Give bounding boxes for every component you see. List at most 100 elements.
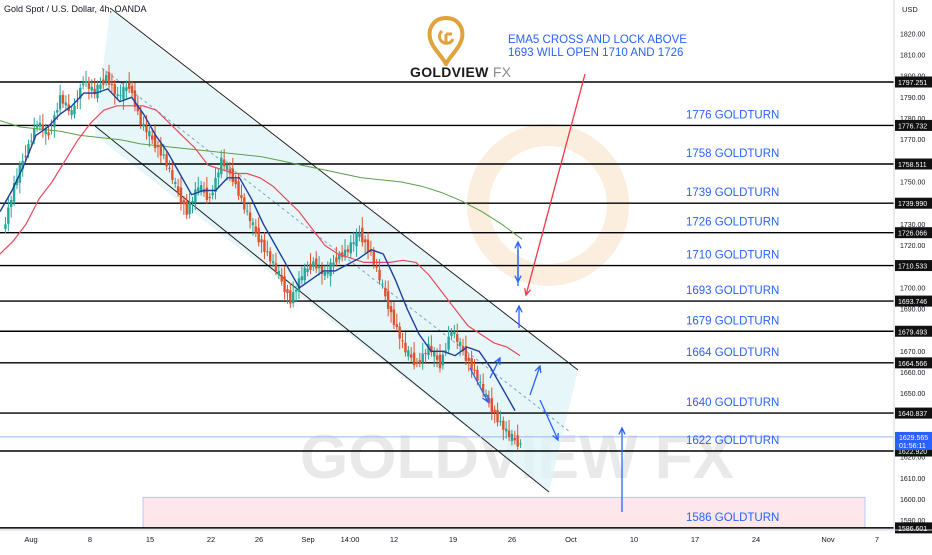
candle (251, 222, 255, 226)
candle (447, 336, 450, 350)
candle (369, 251, 373, 253)
candle (366, 239, 370, 252)
candle (208, 197, 211, 199)
time-tick: 22 (207, 535, 215, 544)
time-tick: 8 (88, 535, 92, 544)
candle (12, 183, 16, 202)
ema-slow-line (0, 120, 523, 240)
candle (297, 278, 301, 292)
candle (176, 186, 180, 193)
candle (504, 428, 508, 432)
level-price-tag (895, 522, 932, 534)
candle (64, 102, 68, 106)
watermark-logo-icon (467, 124, 629, 286)
level-price-tag (895, 227, 932, 239)
candle (519, 443, 522, 445)
candle (303, 267, 306, 281)
price-tick: 1720.00 (900, 243, 925, 250)
candle (375, 266, 378, 268)
projection-arrow-up-head (618, 426, 626, 435)
ema-fast-line (0, 88, 516, 411)
candle (355, 232, 358, 247)
candle (139, 110, 142, 125)
price-tick: 1660.00 (900, 370, 925, 377)
price-tick: 1670.00 (900, 349, 925, 356)
candle (349, 242, 352, 254)
candle (458, 341, 462, 346)
candle (153, 134, 157, 149)
candle (260, 239, 263, 243)
candle (392, 309, 396, 325)
level-price-label: 1693.746 (898, 299, 927, 306)
candle (470, 358, 473, 371)
level-price-label: 1622.920 (898, 449, 927, 456)
level-price-tag (895, 119, 932, 131)
candle (102, 79, 105, 85)
level-label: 1693 GOLDTURN (686, 285, 779, 297)
ema-mid-line (0, 105, 521, 357)
candle (464, 346, 468, 361)
price-tick: 1780.00 (900, 116, 925, 123)
price-tick: 1770.00 (900, 137, 925, 144)
candle (240, 195, 243, 198)
level-label: 1739 GOLDTURN (686, 187, 779, 199)
price-tick: 1790.00 (900, 95, 925, 102)
candle (404, 342, 407, 353)
candle (185, 201, 188, 215)
candle (99, 84, 102, 89)
candle (254, 226, 258, 233)
candle (490, 398, 493, 413)
candle (217, 172, 220, 178)
price-tick: 1590.00 (900, 518, 925, 525)
projection-arrow-down (539, 399, 559, 441)
channel-upper-line (109, 7, 579, 371)
candle (58, 95, 62, 110)
candle (363, 239, 367, 243)
time-tick: 12 (390, 535, 398, 544)
price-tick: 1690.00 (900, 307, 925, 314)
brand-logo (406, 14, 486, 84)
candle (44, 128, 47, 135)
candle (386, 291, 390, 310)
candle (418, 360, 422, 363)
price-axis[interactable] (894, 0, 932, 550)
candle (248, 212, 252, 222)
candle (412, 352, 416, 366)
time-tick: 19 (449, 535, 457, 544)
candle (309, 263, 312, 270)
time-tick: Sep (301, 535, 314, 544)
candle (332, 262, 335, 267)
candle (194, 189, 197, 203)
candle (113, 84, 116, 95)
candle (119, 95, 122, 97)
candle (205, 187, 209, 201)
candle (430, 345, 433, 353)
time-tick: 24 (752, 535, 760, 544)
candle (372, 251, 375, 265)
countdown-label: 01:56:11 (899, 443, 926, 450)
level-label: 1776 GOLDTURN (686, 109, 779, 121)
candle (398, 326, 401, 339)
candle (315, 258, 318, 269)
candle (481, 383, 485, 393)
projection-arrow-down (469, 367, 489, 403)
candle (7, 207, 10, 224)
candle (268, 251, 272, 262)
candle (389, 306, 393, 313)
candle (263, 239, 266, 252)
candle (243, 197, 246, 210)
level-label: 1586 GOLDTURN (686, 512, 779, 524)
candle (159, 144, 163, 156)
candle (228, 169, 232, 174)
candle (188, 203, 191, 215)
candle (487, 397, 491, 404)
candle (145, 125, 148, 133)
price-tick: 1650.00 (900, 391, 925, 398)
candle (499, 421, 502, 423)
level-price-label: 1758.511 (898, 162, 927, 169)
candle (133, 90, 137, 107)
level-price-label: 1586.601 (898, 526, 927, 533)
candle (335, 257, 338, 263)
level-price-tag (895, 295, 932, 307)
